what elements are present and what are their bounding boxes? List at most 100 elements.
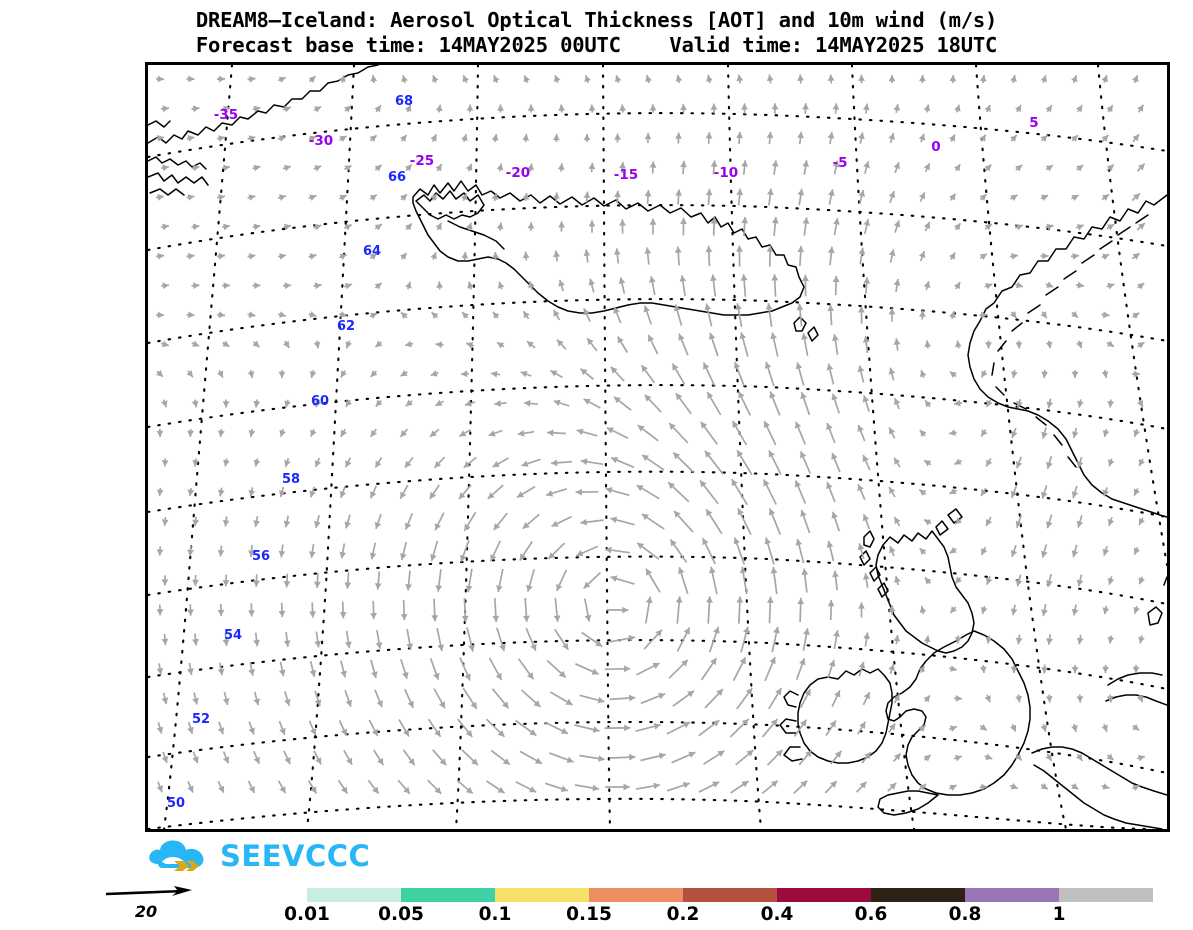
wind-vector-head — [918, 133, 926, 141]
wind-vector-head — [1040, 75, 1048, 83]
wind-vector-head — [405, 164, 412, 172]
wind-vector-head — [863, 103, 870, 111]
wind-vector-head — [313, 341, 321, 349]
wind-vector-head — [1071, 135, 1078, 142]
wind-vector-head — [622, 606, 629, 614]
wind-vector-head — [437, 644, 444, 651]
wind-vector-head — [547, 429, 554, 437]
wind-vector-head — [584, 614, 592, 622]
wind-vector-head — [467, 281, 474, 289]
wind-vector-head — [1107, 224, 1115, 231]
wind-vector-head — [628, 635, 636, 642]
wind-vector-head — [700, 421, 708, 429]
wind-vector-head — [613, 306, 620, 314]
wind-vector-head — [1139, 518, 1145, 525]
wind-vector-head — [494, 400, 501, 407]
map-panel[interactable]: 50 52 54 56 58 60 62 64 66 68 -35 -30 -25 -20 -15 -10-… — [145, 62, 1170, 832]
wind-vector-head — [434, 729, 441, 737]
wind-vector-head — [461, 370, 468, 378]
wind-vector-head — [565, 698, 573, 705]
coastline-orkney-shetland — [935, 508, 963, 536]
colorbar[interactable]: 0.01 0.05 0.1 0.15 0.2 0.4 0.6 0.8 1 — [213, 888, 1153, 928]
wind-vector-head — [834, 690, 841, 698]
wind-vector-head — [1045, 105, 1052, 113]
wind-vector-head — [1042, 252, 1049, 260]
wind-vector-head — [534, 757, 542, 764]
wind-vector-head — [248, 727, 255, 735]
wind-vector-head — [1010, 608, 1018, 616]
wind-vector-head — [222, 639, 230, 646]
wind-vector-head — [1076, 579, 1084, 587]
wind-vector-head — [217, 609, 225, 617]
seevccc-logo: SEEVCCC — [146, 836, 370, 876]
wind-vector-head — [644, 190, 652, 197]
wind-vector-head — [161, 638, 169, 646]
wind-vector-head — [1132, 253, 1140, 260]
wind-vector-head — [405, 584, 412, 591]
wind-vector-head — [247, 371, 255, 378]
wind-vector-head — [253, 580, 260, 587]
wind-vector-head — [826, 423, 833, 430]
wind-vector-head — [520, 371, 528, 378]
wind-vector-head — [406, 643, 414, 650]
wind-vector-head — [986, 518, 993, 526]
wind-vector-head — [949, 547, 957, 554]
wind-vector-head — [710, 658, 717, 666]
wind-vector-head — [284, 459, 291, 467]
wind-vector-head — [253, 639, 260, 647]
latitude-label: 68 — [395, 94, 413, 109]
colorbar-segment — [683, 888, 777, 902]
wind-vector-head — [681, 659, 688, 667]
wind-vector-head — [527, 672, 534, 680]
wind-vector-head — [279, 429, 286, 437]
wind-vector-head — [468, 644, 475, 652]
wind-vector-head — [1041, 667, 1048, 674]
colorbar-segment — [307, 888, 401, 902]
longitude-label: -35 — [214, 107, 238, 123]
wind-vector-head — [1015, 637, 1023, 645]
wind-vector-head — [560, 785, 568, 792]
wind-vector-head — [738, 391, 745, 399]
wind-vector-head — [517, 491, 525, 498]
wind-vector-head — [1076, 461, 1084, 468]
wind-vector-head — [369, 253, 377, 260]
wind-vector-head — [862, 455, 869, 463]
wind-vector-head — [372, 786, 379, 794]
wind-vector-head — [1106, 105, 1113, 113]
wind-vector-head — [1071, 666, 1079, 674]
colorbar-tick: 0.2 — [666, 904, 700, 925]
wind-vector-head — [558, 279, 565, 287]
wind-vector-head — [1076, 753, 1083, 761]
colorbar-strip — [213, 888, 1153, 902]
wind-vector-head — [834, 750, 842, 758]
wind-vector-head — [522, 251, 530, 259]
wind-vector-head — [370, 612, 377, 620]
wind-vector-head — [954, 636, 962, 644]
wind-vector-head — [157, 75, 164, 83]
wind-vector-head — [463, 461, 471, 468]
wind-vector-head — [310, 786, 317, 794]
wind-vector-head — [188, 75, 195, 83]
latitude-label: 64 — [363, 244, 381, 259]
wind-vector-head — [253, 223, 261, 231]
wind-vector-head — [405, 281, 412, 289]
wind-vector-head — [558, 221, 565, 228]
colorbar-segment — [213, 888, 307, 902]
wind-vector-field — [155, 74, 1146, 795]
wind-vector-head — [1106, 340, 1114, 347]
wind-vector-head — [156, 549, 164, 556]
wind-vector-head — [526, 584, 533, 592]
wind-vector-head — [309, 371, 317, 378]
wind-vector-head — [374, 282, 382, 290]
wind-vector-head — [827, 304, 835, 312]
wind-vector-head — [558, 104, 566, 111]
wind-vector-head — [949, 784, 957, 791]
wind-vector-head — [770, 780, 778, 788]
wind-vector-head — [893, 279, 901, 286]
wind-vector-head — [832, 275, 840, 283]
wind-vector-head — [829, 720, 836, 728]
wind-vector-head — [193, 282, 200, 289]
wind-vector-head — [832, 103, 840, 110]
latitude-label: 60 — [311, 394, 329, 409]
